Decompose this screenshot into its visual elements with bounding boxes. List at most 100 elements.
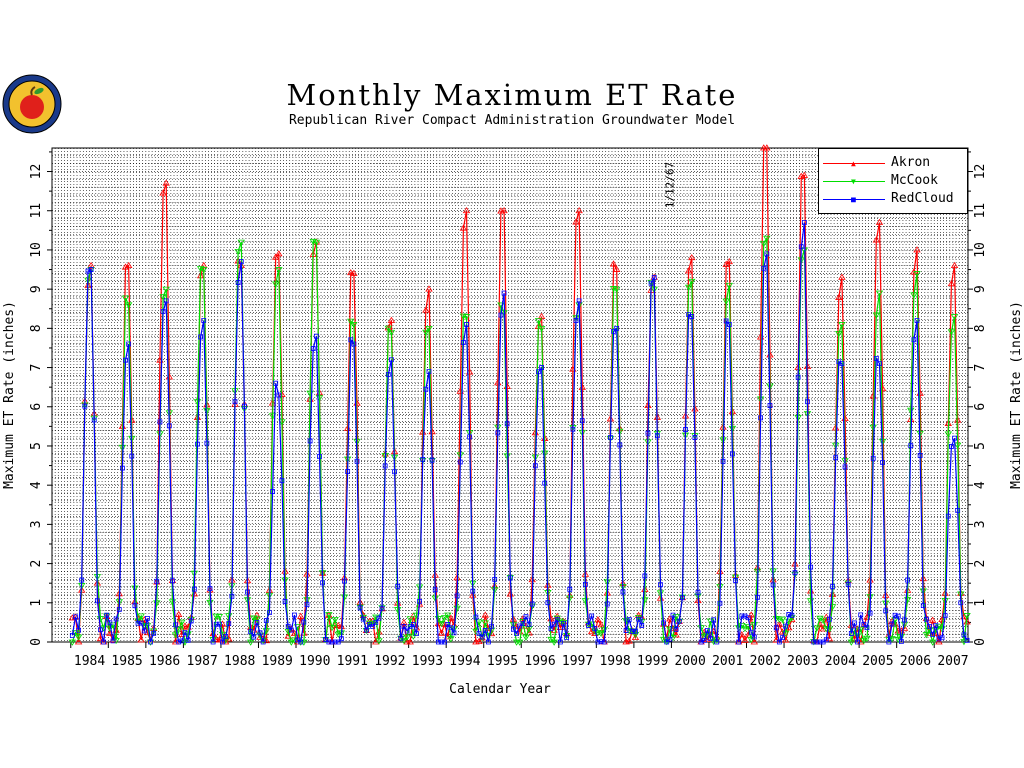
data-point-mccook [475,619,483,626]
data-point-redcloud [795,374,801,380]
data-point-redcloud [883,608,889,614]
annotation-label: 1/12/67 [663,162,676,208]
data-point-redcloud [664,639,670,645]
data-point-redcloud [320,580,326,586]
y-tick-label-right: 6 [973,403,988,411]
triangle-marker-icon: ▲ [851,159,856,168]
data-point-redcloud [658,582,663,588]
data-point-redcloud [714,639,720,645]
data-point-redcloud [620,589,626,595]
chart-title: Monthly Maximum ET Rate [286,78,738,112]
data-point-akron [609,260,618,267]
y-tick-label-left: 8 [29,324,44,332]
data-point-redcloud [379,605,385,611]
data-point-redcloud [833,455,839,461]
y-tick-label-right: 0 [973,638,988,646]
data-point-redcloud [645,430,651,436]
data-point-akron [835,293,843,300]
y-tick-label-left: 0 [29,638,44,646]
data-point-akron [631,633,640,641]
data-point-redcloud [401,624,407,629]
y-tick-label-right: 2 [973,560,988,568]
data-point-redcloud [717,600,723,606]
data-point-redcloud [589,613,595,619]
y-tick-label-left: 9 [29,285,44,293]
data-point-redcloud [927,623,932,629]
data-point-mccook [250,615,258,622]
triangle-down-marker-icon: ▼ [851,177,856,186]
data-point-akron [459,224,468,231]
data-point-redcloud [877,361,882,367]
data-point-redcloud [151,630,157,636]
data-point-redcloud [930,632,936,637]
data-point-akron [575,206,583,214]
data-point-redcloud [529,601,535,607]
data-point-redcloud [523,614,529,620]
data-point-redcloud [110,638,116,644]
data-point-mccook [813,625,821,632]
data-point-mccook [910,292,918,299]
data-point-mccook [271,281,280,288]
data-point-mccook [196,266,205,273]
data-point-mccook [541,450,549,457]
data-point-redcloud [473,614,479,620]
data-point-mccook [137,613,145,620]
data-point-akron [162,179,170,186]
y-axis-label-left: Maximum ET Rate (inches) [2,301,17,489]
data-point-redcloud [573,318,579,323]
data-point-redcloud [748,629,754,635]
data-point-redcloud [679,595,685,601]
data-point-redcloud [858,612,864,618]
data-point-mccook [340,594,349,601]
data-point-akron [109,636,117,643]
data-point-redcloud [91,417,97,423]
data-point-akron [271,253,280,260]
data-point-redcloud [733,578,738,583]
data-point-mccook [537,325,546,333]
y-tick-label-right: 10 [973,242,988,258]
x-tick-label: 1998 [599,654,630,669]
data-point-mccook [347,318,355,325]
data-point-mccook [109,622,117,629]
legend-item-mccook: ▼ McCook [823,173,965,189]
data-point-akron [500,206,508,214]
data-point-redcloud [848,631,854,636]
data-point-redcloud [154,578,160,584]
data-point-mccook [447,636,455,643]
data-point-redcloud [949,444,954,449]
data-point-redcloud [723,318,729,324]
series-line-mccook [71,236,968,645]
data-point-redcloud [601,639,607,645]
data-point-redcloud [952,435,957,441]
data-point-akron [174,610,183,618]
data-point-mccook [816,615,824,622]
data-point-akron [684,267,693,274]
data-point-redcloud [482,628,488,633]
data-point-redcloud [276,392,282,398]
data-point-akron [666,615,674,622]
data-point-akron [297,612,305,619]
data-point-mccook [440,615,449,622]
data-point-redcloud [692,435,698,440]
data-point-redcloud [689,314,695,319]
data-point-redcloud [914,318,920,323]
data-point-redcloud [104,612,110,618]
data-point-redcloud [414,631,419,637]
data-point-redcloud [827,616,832,622]
data-point-akron [215,636,224,643]
data-point-mccook [278,419,286,426]
y-tick-label-right: 8 [973,324,988,332]
data-point-akron [121,263,130,270]
data-point-redcloud [767,403,773,408]
data-point-mccook [268,413,277,420]
data-point-akron [672,631,680,638]
data-point-redcloud [551,621,557,627]
data-point-mccook [760,240,768,248]
x-tick-label: 2003 [787,654,818,669]
data-point-akron [350,269,358,276]
data-point-redcloud [166,423,172,429]
data-point-redcloud [160,308,166,314]
data-point-mccook [74,634,83,641]
data-point-redcloud [389,357,394,363]
data-point-redcloud [442,639,448,645]
